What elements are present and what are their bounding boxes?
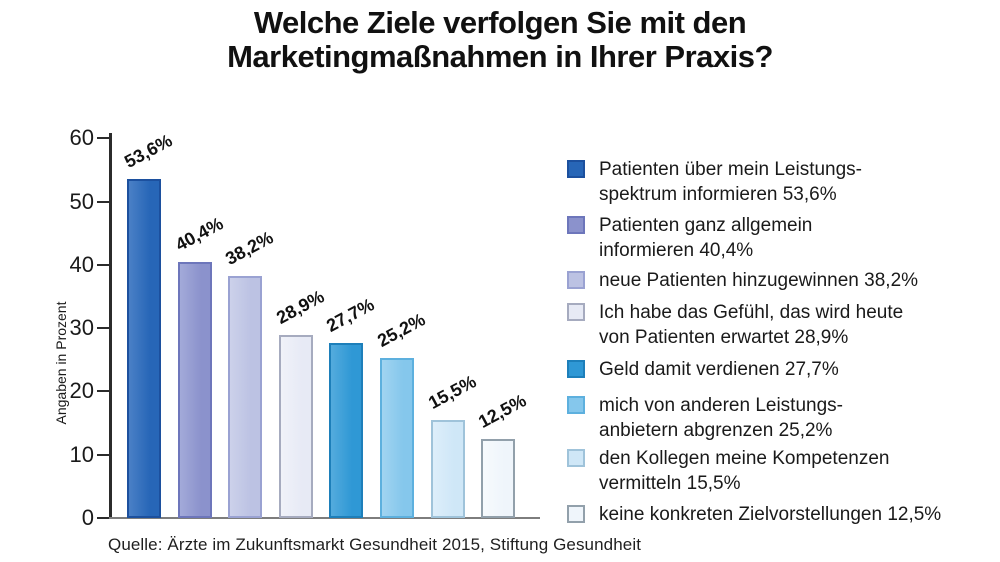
y-tick-mark (97, 263, 109, 266)
legend-label-line: Patienten über mein Leistungs- (599, 159, 862, 180)
legend-item: Patienten ganz allgemein informieren 40,4… (567, 213, 812, 263)
legend-item: mich von anderen Leistungs-anbietern abg… (567, 393, 843, 443)
legend-label: Ich habe das Gefühl, das wird heute von P… (599, 300, 903, 350)
chart-title: Welche Ziele verfolgen Sie mit den Marke… (0, 6, 1000, 74)
bar (481, 439, 515, 518)
y-tick-label: 60 (69, 125, 94, 151)
legend-item: Geld damit verdienen 27,7% (567, 357, 839, 382)
y-tick-mark (97, 453, 109, 456)
legend-swatch (567, 396, 585, 414)
legend-swatch (567, 449, 585, 467)
legend-label-line: Patienten ganz allgemein (599, 215, 813, 236)
bar (279, 335, 313, 518)
legend-label-line: spektrum informieren 53,6% (599, 184, 837, 205)
y-tick-mark (97, 327, 109, 330)
y-tick-mark (97, 517, 109, 519)
bar-value-label: 53,6% (121, 130, 176, 172)
legend-label-line: Ich habe das Gefühl, das wird heute (599, 302, 904, 323)
y-tick-mark (97, 390, 109, 393)
legend-label: Patienten über mein Leistungs-spektrum i… (599, 157, 862, 207)
y-tick-label: 10 (69, 441, 94, 467)
legend-swatch (567, 271, 585, 289)
bar (127, 179, 161, 518)
legend-label: Patienten ganz allgemein informieren 40,4… (599, 213, 812, 263)
y-tick-label: 20 (69, 378, 94, 404)
x-axis-baseline (100, 517, 540, 519)
bar (380, 358, 414, 518)
legend-label-line: neue Patienten hinzugewinnen 38,2% (599, 270, 919, 291)
source-caption: Quelle: Ärzte im Zukunftsmarkt Gesundhei… (108, 535, 642, 554)
legend-swatch (567, 303, 585, 321)
bar-value-label: 27,7% (323, 294, 378, 336)
bar-value-label: 28,9% (273, 286, 328, 328)
bar-value-label: 40,4% (172, 213, 227, 255)
y-tick-label: 50 (69, 188, 94, 214)
y-tick-label: 0 (81, 505, 94, 530)
legend-item: keine konkreten Zielvorstellungen 12,5% (567, 502, 941, 527)
legend-item: den Kollegen meine Kompetenzen vermitteln… (567, 446, 889, 496)
legend-label-line: vermitteln 15,5% (599, 473, 741, 494)
legend-swatch (567, 160, 585, 178)
legend-swatch (567, 360, 585, 378)
legend-label-line: informieren 40,4% (599, 240, 754, 261)
y-axis-title: Angaben in Prozent (53, 301, 69, 425)
legend-label-line: von Patienten erwartet 28,9% (599, 327, 849, 348)
legend-item: Ich habe das Gefühl, das wird heute von P… (567, 300, 903, 350)
legend-label: mich von anderen Leistungs-anbietern abg… (599, 393, 843, 443)
y-tick-mark (97, 137, 109, 140)
legend-swatch (567, 216, 585, 234)
legend-label-line: mich von anderen Leistungs- (599, 395, 843, 416)
legend-swatch (567, 505, 585, 523)
legend-label-line: Geld damit verdienen 27,7% (599, 359, 839, 380)
legend-label-line: keine konkreten Zielvorstellungen 12,5% (599, 504, 942, 525)
y-tick-mark (97, 200, 109, 203)
bar (329, 343, 363, 518)
legend-label: Geld damit verdienen 27,7% (599, 357, 839, 382)
bar-value-label: 25,2% (374, 309, 429, 351)
y-tick-label: 30 (69, 315, 94, 341)
bar (228, 276, 262, 518)
legend-label-line: anbietern abgrenzen 25,2% (599, 420, 833, 441)
legend-label-line: den Kollegen meine Kompetenzen (599, 448, 890, 469)
legend-item: neue Patienten hinzugewinnen 38,2% (567, 268, 918, 293)
chart-title-line2: Marketingmaßnahmen in Ihrer Praxis? (227, 39, 773, 74)
legend-label: den Kollegen meine Kompetenzen vermitteln… (599, 446, 889, 496)
bar-value-label: 12,5% (475, 390, 530, 432)
y-tick-label: 40 (69, 251, 94, 277)
legend-item: Patienten über mein Leistungs-spektrum i… (567, 157, 862, 207)
legend-label: neue Patienten hinzugewinnen 38,2% (599, 268, 918, 293)
chart-title-line1: Welche Ziele verfolgen Sie mit den (253, 5, 747, 40)
bar (178, 262, 212, 518)
bar (431, 420, 465, 518)
bar-value-label: 38,2% (222, 227, 277, 269)
legend-label: keine konkreten Zielvorstellungen 12,5% (599, 502, 941, 527)
bar-value-label: 15,5% (425, 371, 480, 413)
y-axis-line (109, 133, 112, 519)
